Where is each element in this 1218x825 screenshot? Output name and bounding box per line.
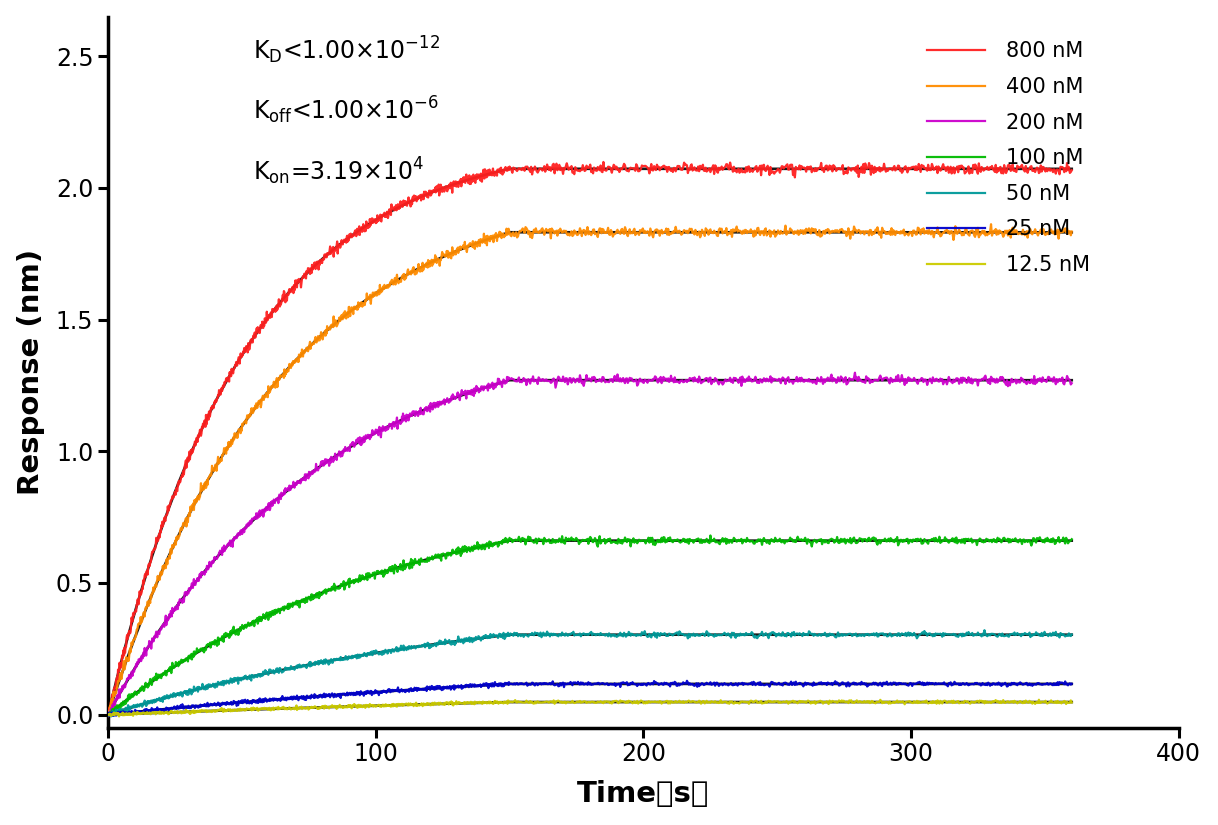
- 400 nM: [101, 708, 116, 718]
- X-axis label: Time（s）: Time（s）: [577, 780, 710, 808]
- 100 nM: [950, 539, 965, 549]
- Line: 100 nM: 100 nM: [108, 535, 1072, 715]
- 12.5 nM: [358, 703, 373, 713]
- Line: 50 nM: 50 nM: [108, 630, 1072, 716]
- 100 nM: [358, 573, 373, 583]
- 100 nM: [1065, 535, 1079, 544]
- 400 nM: [950, 229, 965, 238]
- Text: K$_{\rm D}$<1.00×10$^{-12}$: K$_{\rm D}$<1.00×10$^{-12}$: [252, 35, 440, 66]
- 12.5 nM: [101, 710, 116, 720]
- Legend: 800 nM, 400 nM, 200 nM, 100 nM, 50 nM, 25 nM, 12.5 nM: 800 nM, 400 nM, 200 nM, 100 nM, 50 nM, 2…: [927, 41, 1090, 275]
- 100 nM: [101, 710, 116, 720]
- 800 nM: [358, 224, 373, 234]
- 25 nM: [951, 679, 966, 689]
- 25 nM: [647, 676, 661, 686]
- Line: 800 nM: 800 nM: [108, 162, 1072, 714]
- 50 nM: [291, 662, 306, 672]
- Line: 12.5 nM: 12.5 nM: [108, 700, 1072, 716]
- 800 nM: [101, 705, 116, 715]
- Text: K$_{\rm off}$<1.00×10$^{-6}$: K$_{\rm off}$<1.00×10$^{-6}$: [252, 95, 438, 126]
- 200 nM: [646, 374, 660, 384]
- 200 nM: [291, 477, 306, 487]
- 12.5 nM: [112, 711, 127, 721]
- 800 nM: [134, 589, 149, 599]
- 12.5 nM: [1065, 697, 1079, 707]
- 12.5 nM: [1032, 695, 1046, 705]
- 12.5 nM: [291, 704, 306, 714]
- 100 nM: [291, 597, 306, 607]
- 100 nM: [646, 540, 660, 549]
- 50 nM: [950, 631, 965, 641]
- 200 nM: [950, 374, 965, 384]
- 400 nM: [134, 618, 149, 628]
- 50 nM: [101, 710, 116, 720]
- 200 nM: [358, 434, 373, 444]
- 400 nM: [647, 227, 661, 237]
- 12.5 nM: [755, 698, 770, 708]
- 12.5 nM: [134, 708, 149, 718]
- Line: 25 nM: 25 nM: [108, 681, 1072, 716]
- 400 nM: [102, 710, 117, 719]
- 800 nM: [291, 274, 306, 284]
- Line: 400 nM: 400 nM: [108, 224, 1072, 714]
- 12.5 nM: [647, 697, 661, 707]
- 200 nM: [848, 368, 862, 378]
- 100 nM: [755, 535, 770, 544]
- 100 nM: [133, 686, 147, 695]
- 50 nM: [1065, 629, 1079, 639]
- 50 nM: [977, 625, 991, 635]
- Text: K$_{\rm on}$=3.19×10$^{4}$: K$_{\rm on}$=3.19×10$^{4}$: [252, 155, 424, 186]
- 800 nM: [648, 163, 663, 173]
- 800 nM: [101, 709, 116, 719]
- 25 nM: [291, 693, 306, 703]
- 25 nM: [102, 711, 117, 721]
- 200 nM: [755, 378, 770, 388]
- Line: 200 nM: 200 nM: [108, 373, 1072, 716]
- 25 nM: [1065, 679, 1079, 689]
- 50 nM: [358, 649, 373, 659]
- 25 nM: [358, 687, 373, 697]
- 800 nM: [951, 167, 966, 177]
- 25 nM: [756, 681, 771, 691]
- Y-axis label: Response (nm): Response (nm): [17, 249, 45, 495]
- 800 nM: [596, 157, 610, 167]
- 50 nM: [755, 630, 770, 640]
- 50 nM: [134, 700, 149, 710]
- 50 nM: [104, 711, 118, 721]
- 400 nM: [984, 219, 999, 229]
- 800 nM: [1065, 165, 1079, 175]
- 200 nM: [101, 711, 116, 721]
- 400 nM: [1065, 227, 1079, 237]
- 12.5 nM: [950, 696, 965, 706]
- 25 nM: [101, 710, 116, 719]
- 200 nM: [133, 653, 147, 663]
- 400 nM: [358, 295, 373, 305]
- 25 nM: [134, 708, 149, 718]
- 200 nM: [1065, 378, 1079, 388]
- 50 nM: [647, 628, 661, 638]
- 25 nM: [680, 676, 694, 686]
- 100 nM: [703, 530, 717, 540]
- 400 nM: [291, 350, 306, 360]
- 800 nM: [756, 160, 771, 170]
- 400 nM: [755, 226, 770, 236]
